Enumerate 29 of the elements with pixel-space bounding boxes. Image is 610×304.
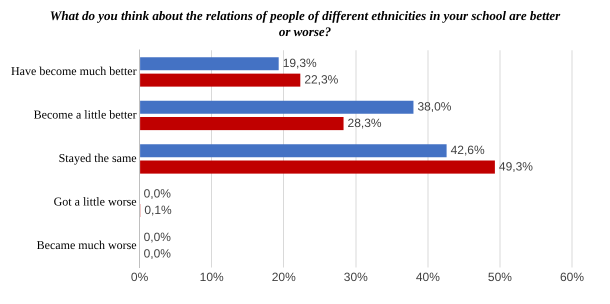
bar (140, 117, 344, 130)
bar (140, 160, 495, 174)
x-tick-label: 30% (344, 270, 368, 284)
bar (140, 57, 279, 70)
data-label: 0,1% (144, 202, 172, 217)
data-label: 49,3% (498, 159, 534, 174)
data-label: 42,6% (450, 143, 485, 158)
y-tick-label: Become a little better (34, 108, 137, 122)
data-label: 0,0% (144, 186, 172, 201)
chart-title: What do you think about the relations of people of different ethnicities in your school are better or worse? (48, 8, 562, 40)
y-tick-label: Got a little worse (54, 194, 137, 209)
data-label: 28,3% (348, 116, 382, 130)
bar (140, 144, 447, 158)
x-tick-label: 50% (488, 270, 512, 284)
x-tick-label: 10% (200, 270, 224, 284)
x-tick-label: 60% (560, 270, 584, 284)
data-label: 19,3% (282, 56, 318, 70)
y-tick-label: Stayed the same (58, 151, 137, 166)
bar (140, 100, 414, 114)
bar (140, 74, 300, 87)
x-tick-label: 0% (130, 270, 149, 284)
x-tick-label: 40% (416, 270, 440, 284)
data-label: 38,0% (417, 100, 452, 114)
data-label: 0,0% (144, 230, 172, 244)
data-label: 22,3% (304, 72, 339, 86)
x-tick-label: 20% (272, 270, 296, 284)
y-tick-label: Have become much better (11, 64, 137, 78)
y-tick-label: Became much worse (36, 238, 137, 252)
data-label: 0,0% (144, 246, 172, 260)
